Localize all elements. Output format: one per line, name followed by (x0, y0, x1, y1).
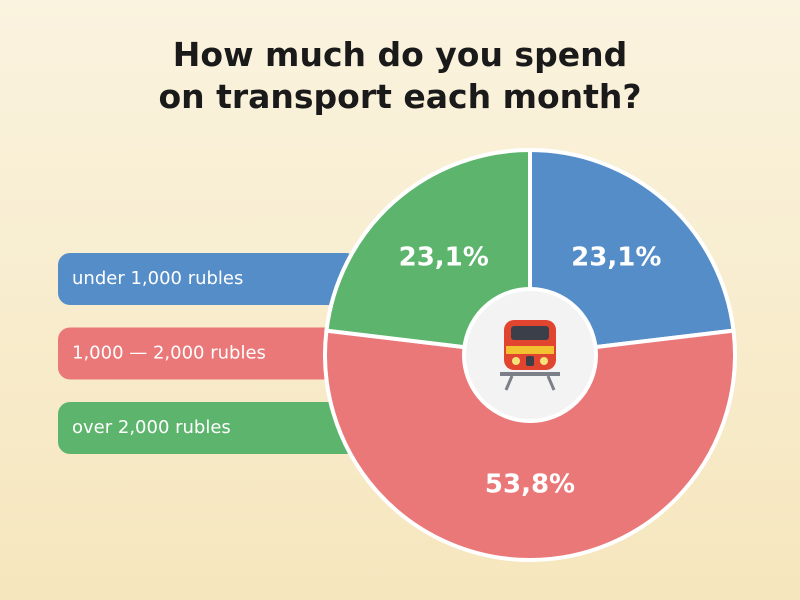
pie: 23,1% 53,8% 23,1% (323, 147, 737, 562)
legend: under 1,000 rubles 1,000 — 2,000 rubles ov… (58, 253, 358, 454)
slice-label: 23,1% (571, 242, 661, 272)
pie-slice (323, 328, 737, 562)
pie-slice (528, 147, 736, 358)
legend-label: over 2,000 rubles (72, 417, 231, 438)
train-icon (500, 320, 560, 391)
legend-pill (58, 253, 358, 305)
center-icon (462, 287, 598, 423)
chart-title: How much do you spend on transport each … (158, 35, 642, 116)
pie-slice (324, 147, 532, 358)
legend-label: under 1,000 rubles (72, 268, 243, 289)
legend-label: 1,000 — 2,000 rubles (72, 343, 266, 364)
slice-label: 53,8% (485, 470, 575, 500)
legend-pill (58, 327, 358, 380)
legend-pill (58, 402, 358, 454)
slice-label: 23,1% (399, 242, 489, 272)
